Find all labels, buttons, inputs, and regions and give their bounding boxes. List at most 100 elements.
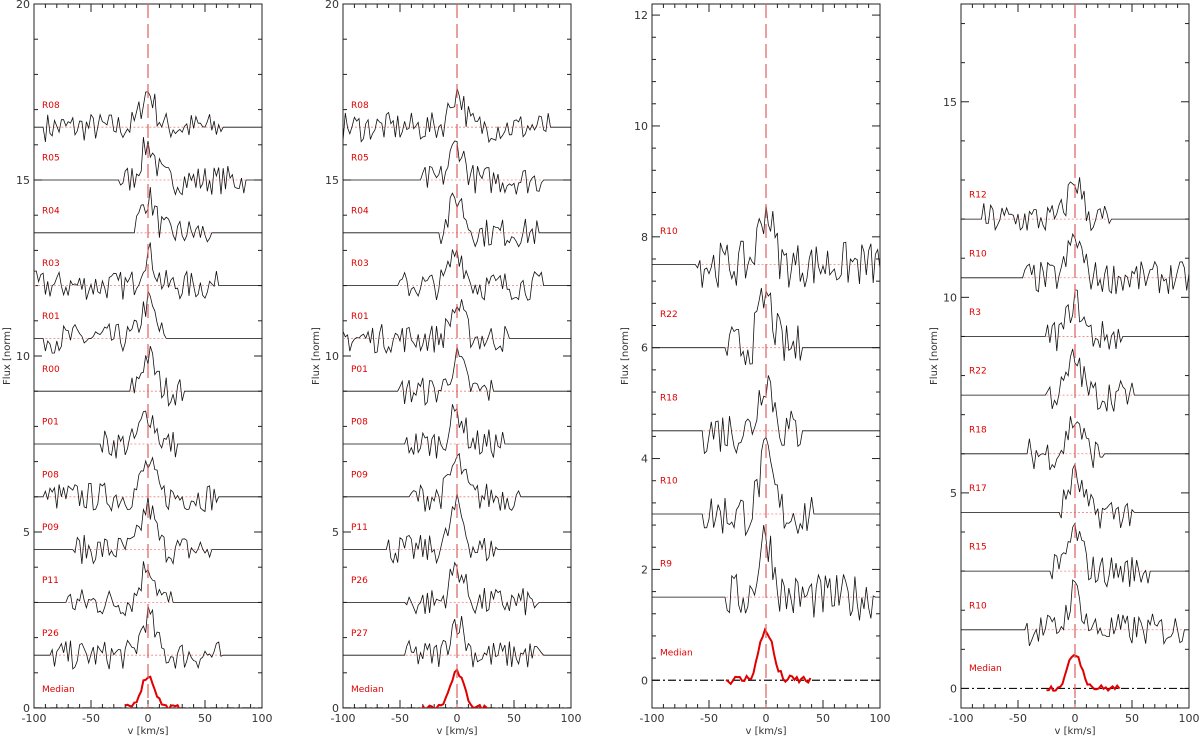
y-tick-label: 15 <box>16 174 30 187</box>
x-tick-label: 50 <box>507 712 521 725</box>
panel-2: -100 -50 0 50 100 0 5 10 15 20 v [km/s] Flux [norm]… <box>311 0 582 736</box>
spectrum-label: R03 <box>42 259 60 269</box>
x-tick-label: 100 <box>561 712 582 725</box>
spectrum-label: P09 <box>42 523 59 533</box>
spectrum-line <box>961 348 1189 412</box>
median-spectrum-line <box>1046 654 1121 693</box>
y-axis-title: Flux [norm] <box>311 327 322 385</box>
x-axis-title: v [km/s] <box>745 726 786 736</box>
y-tick-label: 0 <box>950 682 957 695</box>
spectrum-label: P08 <box>351 418 368 428</box>
y-tick-label: 20 <box>325 0 339 11</box>
y-tick-label: 0 <box>332 702 339 715</box>
spectrum-label: R04 <box>351 206 369 216</box>
x-tick-label: -100 <box>331 712 356 725</box>
spectrum-line <box>961 579 1189 647</box>
spectrum-label: P08 <box>42 470 59 480</box>
spectrum-label: R03 <box>351 259 369 269</box>
y-axis-title: Flux [norm] <box>929 327 940 385</box>
y-tick-label: 0 <box>641 674 648 687</box>
x-axis-title: v [km/s] <box>1054 726 1095 736</box>
spectrum-line <box>34 345 262 407</box>
spectrum-label: R05 <box>42 154 60 164</box>
spectrum-label: R9 <box>660 560 672 570</box>
x-tick-label: -100 <box>949 712 974 725</box>
spectrum-label: R22 <box>660 310 678 320</box>
panel-4: -100 -50 0 50 100 0 5 10 15 v [km/s] Flux [norm] R1… <box>929 3 1200 736</box>
median-label: Median <box>42 685 75 695</box>
y-axis-title: Flux [norm] <box>2 327 13 385</box>
y-tick-label: 2 <box>641 563 648 576</box>
y-tick-label: 5 <box>950 487 957 500</box>
spectrum-line <box>343 452 571 512</box>
median-label: Median <box>351 685 384 695</box>
x-tick-label: 50 <box>816 712 830 725</box>
x-tick-label: 50 <box>1125 712 1139 725</box>
spectrum-label: R01 <box>351 312 369 322</box>
y-tick-label: 20 <box>16 0 30 11</box>
spectrum-label: R17 <box>969 484 987 494</box>
y-tick-label: 5 <box>23 526 30 539</box>
y-tick-label: 10 <box>634 120 648 133</box>
panel-3: -100 -50 0 50 100 0 2 4 6 8 10 12 v [km/s] Flux [norm… <box>620 3 891 736</box>
spectrum-label: R18 <box>969 425 987 435</box>
y-tick-label: 10 <box>325 350 339 363</box>
y-tick-label: 0 <box>23 702 30 715</box>
y-tick-label: 8 <box>641 231 648 244</box>
spectrum-label: R01 <box>42 312 60 322</box>
x-tick-label: 0 <box>763 712 770 725</box>
spectrum-label: R10 <box>969 601 987 611</box>
x-axis-title: v [km/s] <box>127 726 168 736</box>
y-tick-label: 10 <box>943 291 957 304</box>
spectrum-label: R18 <box>660 393 678 403</box>
y-axis-title: Flux [norm] <box>620 327 631 385</box>
spectrum-line <box>961 462 1189 529</box>
x-tick-label: -50 <box>700 712 718 725</box>
spectrum-label: P26 <box>351 576 368 586</box>
x-tick-label: -50 <box>82 712 100 725</box>
spectrum-line <box>34 290 262 354</box>
median-spectrum-line <box>725 627 812 686</box>
y-tick-label: 4 <box>641 453 648 466</box>
spectrum-label: R3 <box>969 308 981 318</box>
spectrum-label: R00 <box>42 365 60 375</box>
spectrum-label: P01 <box>42 418 59 428</box>
x-tick-label: -50 <box>391 712 409 725</box>
spectrum-label: R10 <box>660 227 678 237</box>
y-tick-label: 10 <box>16 350 30 363</box>
y-tick-label: 6 <box>641 342 648 355</box>
x-axis-title: v [km/s] <box>436 726 477 736</box>
spectrum-label: R08 <box>351 101 369 111</box>
spectrum-label: R22 <box>969 367 987 377</box>
spectrum-line <box>961 232 1189 295</box>
spectrum-line <box>34 137 262 196</box>
y-tick-label: 5 <box>332 526 339 539</box>
x-tick-label: 100 <box>252 712 273 725</box>
spectrum-label: P26 <box>42 629 59 639</box>
spectrum-label: R10 <box>969 249 987 259</box>
x-tick-label: 100 <box>870 712 891 725</box>
median-spectrum-line <box>124 675 181 708</box>
spectrum-line <box>343 140 571 195</box>
spectrum-line <box>961 522 1189 588</box>
spectrum-label: R12 <box>969 191 987 201</box>
spectrum-label: P01 <box>351 365 368 375</box>
median-label: Median <box>969 664 1002 674</box>
x-tick-label: 100 <box>1179 712 1200 725</box>
spectrum-label: R10 <box>660 476 678 486</box>
spectrum-label: R08 <box>42 101 60 111</box>
y-tick-label: 12 <box>634 9 648 22</box>
spectrum-label: R15 <box>969 543 987 553</box>
spectrum-line <box>652 525 880 621</box>
x-tick-label: -100 <box>640 712 665 725</box>
panel-1: -100 -50 0 50 100 0 5 10 15 20 v [km/s] Flux [norm]… <box>2 0 273 736</box>
spectrum-line <box>961 289 1189 352</box>
spectrum-label: P27 <box>351 629 368 639</box>
spectrum-label: R04 <box>42 206 60 216</box>
spectrum-label: R05 <box>351 154 369 164</box>
x-tick-label: -50 <box>1009 712 1027 725</box>
spectrum-line <box>343 616 571 668</box>
spectrum-label: P09 <box>351 470 368 480</box>
median-label: Median <box>660 648 693 658</box>
